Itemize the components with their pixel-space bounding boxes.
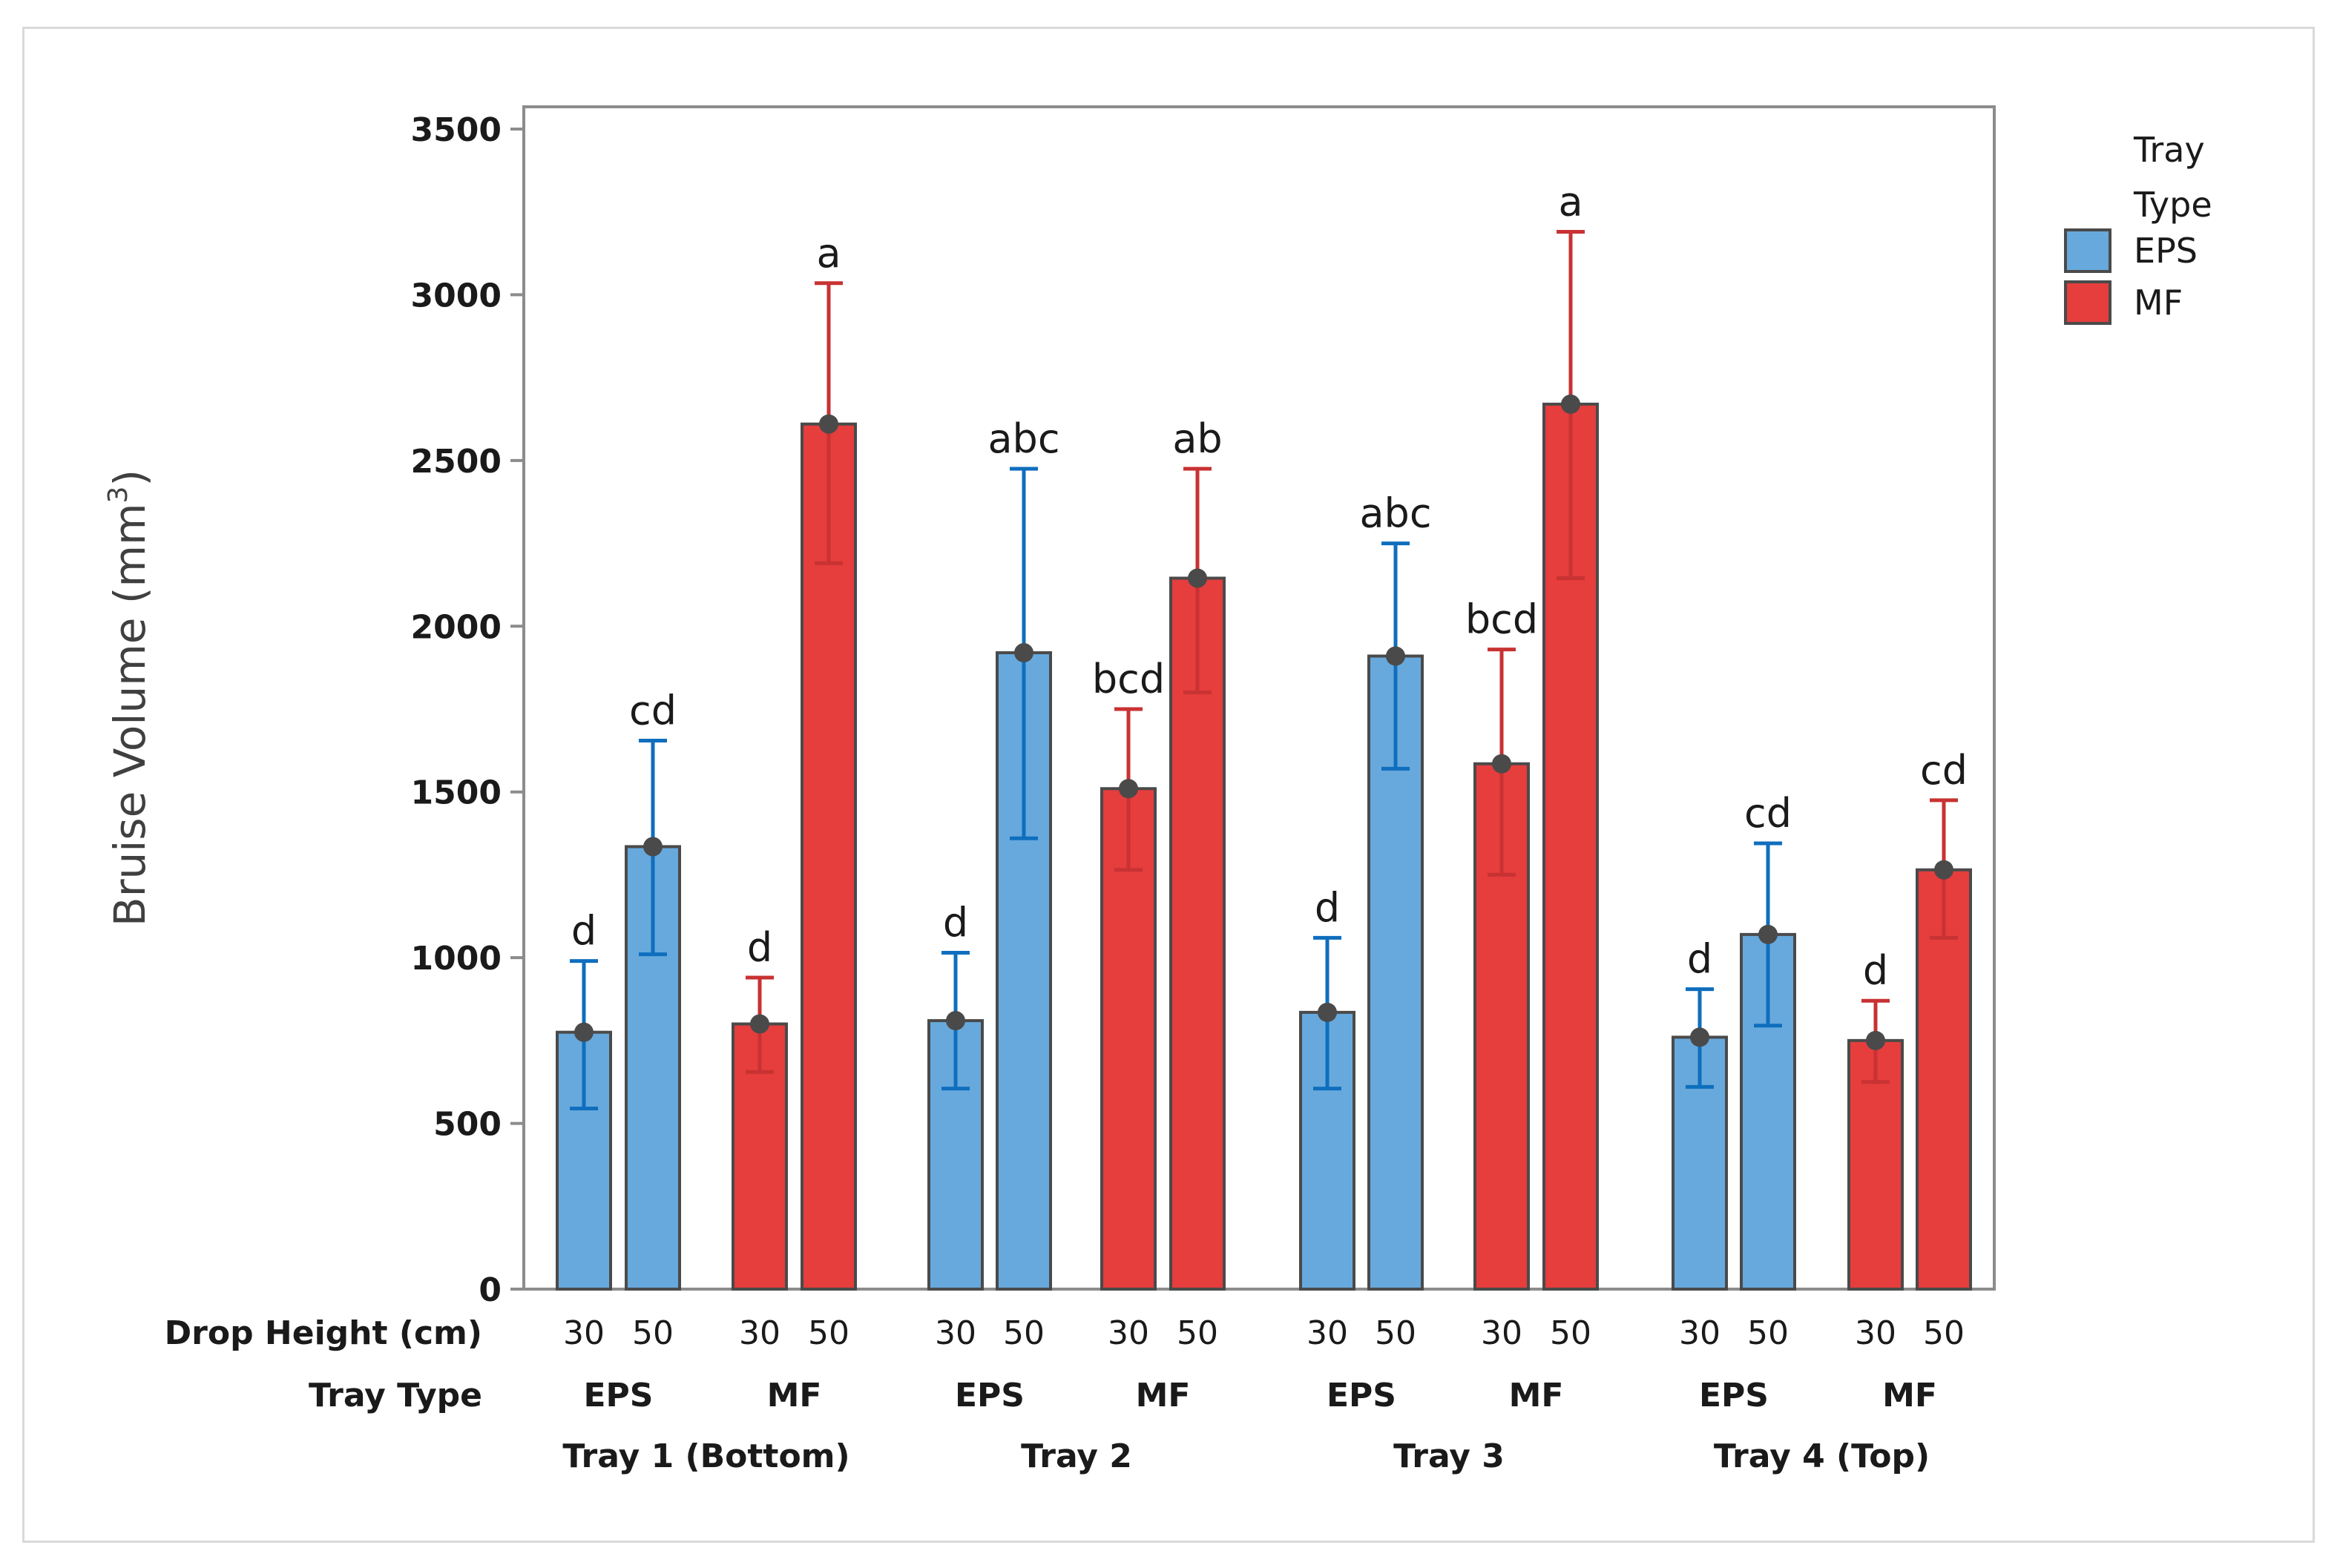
- drop-height-label: 50: [1375, 1314, 1416, 1352]
- sig-label-tray4-mf-30: d: [1863, 947, 1888, 994]
- drop-height-label: 30: [1679, 1314, 1721, 1352]
- sig-label-tray2-eps-50: abc: [987, 415, 1059, 462]
- drop-height-label: 50: [632, 1314, 674, 1352]
- tray-type-label: EPS: [1699, 1377, 1769, 1414]
- legend-label-mf: MF: [2134, 283, 2183, 323]
- drop-height-label: 30: [1481, 1314, 1522, 1352]
- legend-label-eps: EPS: [2134, 231, 2198, 271]
- tray-group-label: Tray 3: [1393, 1437, 1505, 1475]
- y-tick-label: 3500: [411, 111, 502, 149]
- mean-point-tray1-mf-30: [750, 1014, 769, 1034]
- mean-point-tray2-eps-50: [1014, 643, 1033, 663]
- drop-height-label: 50: [1003, 1314, 1045, 1352]
- drop-height-label: 50: [1747, 1314, 1789, 1352]
- drop-height-label: 50: [1923, 1314, 1965, 1352]
- legend-swatch-eps: [2064, 228, 2111, 273]
- sig-label-tray3-eps-30: d: [1315, 884, 1340, 931]
- tray-type-label: MF: [1136, 1377, 1191, 1414]
- bar-tray2-mf-50: [1169, 576, 1226, 1291]
- tray-group-label: Tray 2: [1021, 1437, 1132, 1475]
- tray-type-label: MF: [767, 1377, 822, 1414]
- y-tick-label: 1000: [411, 940, 502, 978]
- drop-height-label: 30: [739, 1314, 780, 1352]
- mean-point-tray2-mf-50: [1188, 568, 1207, 588]
- sig-label-tray4-eps-50: cd: [1744, 790, 1792, 837]
- bar-tray2-mf-30: [1100, 787, 1157, 1291]
- tray-type-label: EPS: [955, 1377, 1025, 1414]
- drop-height-label: 30: [1855, 1314, 1896, 1352]
- mean-point-tray1-eps-30: [574, 1022, 594, 1042]
- row-label-tray-type: Tray Type: [309, 1377, 482, 1414]
- mean-point-tray3-eps-30: [1318, 1002, 1337, 1022]
- mean-point-tray4-eps-50: [1758, 924, 1778, 944]
- tray-type-label: EPS: [584, 1377, 654, 1414]
- drop-height-label: 30: [1307, 1314, 1348, 1352]
- sig-label-tray3-mf-30: bcd: [1465, 596, 1538, 643]
- y-tick-label: 1500: [411, 774, 502, 812]
- drop-height-label: 50: [808, 1314, 849, 1352]
- mean-point-tray2-mf-30: [1119, 779, 1138, 799]
- mean-point-tray3-mf-50: [1561, 394, 1580, 414]
- sig-label-tray2-mf-30: bcd: [1092, 656, 1165, 702]
- y-axis-title: Bruise Volume (mm3): [103, 470, 155, 926]
- legend-title-line1: Tray: [2133, 130, 2205, 170]
- sig-label-tray1-mf-50: a: [816, 230, 841, 277]
- y-tick-label: 500: [433, 1106, 502, 1144]
- sig-label-tray1-eps-30: d: [571, 908, 596, 955]
- sig-label-tray3-eps-50: abc: [1359, 490, 1431, 537]
- mean-point-tray1-eps-50: [643, 837, 663, 857]
- sig-label-tray1-mf-30: d: [747, 924, 772, 971]
- y-tick-label: 3000: [411, 277, 502, 314]
- drop-height-label: 50: [1177, 1314, 1218, 1352]
- bar-tray4-mf-50: [1916, 868, 1972, 1291]
- tray-type-label: MF: [1882, 1377, 1937, 1414]
- sig-label-tray4-eps-30: d: [1687, 936, 1712, 983]
- tray-type-label: MF: [1509, 1377, 1564, 1414]
- mean-point-tray3-mf-30: [1492, 754, 1511, 774]
- legend-swatch-mf: [2064, 280, 2111, 325]
- sig-label-tray1-eps-50: cd: [629, 687, 677, 734]
- drop-height-label: 50: [1550, 1314, 1591, 1352]
- sig-label-tray2-mf-50: ab: [1172, 415, 1222, 462]
- mean-point-tray2-eps-30: [946, 1011, 965, 1031]
- drop-height-label: 30: [563, 1314, 605, 1352]
- mean-point-tray1-mf-50: [819, 414, 838, 434]
- bar-tray1-mf-50: [801, 422, 857, 1291]
- sig-label-tray2-eps-30: d: [943, 899, 968, 946]
- y-tick-label: 0: [479, 1271, 502, 1309]
- y-tick-label: 2500: [411, 443, 502, 481]
- tray-group-label: Tray 4 (Top): [1714, 1437, 1930, 1475]
- sig-label-tray4-mf-50: cd: [1920, 747, 1968, 794]
- tray-type-label: EPS: [1327, 1377, 1396, 1414]
- sig-label-tray3-mf-50: a: [1558, 179, 1583, 225]
- mean-point-tray4-eps-30: [1690, 1027, 1709, 1047]
- tray-group-label: Tray 1 (Bottom): [562, 1437, 849, 1475]
- row-label-drop-height: Drop Height (cm): [165, 1314, 482, 1352]
- mean-point-tray3-eps-50: [1386, 646, 1405, 666]
- y-tick-label: 2000: [411, 608, 502, 646]
- drop-height-label: 30: [935, 1314, 976, 1352]
- drop-height-label: 30: [1108, 1314, 1149, 1352]
- mean-point-tray4-mf-30: [1866, 1030, 1885, 1050]
- legend-title-line2: Type: [2133, 185, 2212, 225]
- mean-point-tray4-mf-50: [1934, 860, 1953, 880]
- plot-area: [522, 105, 1996, 1291]
